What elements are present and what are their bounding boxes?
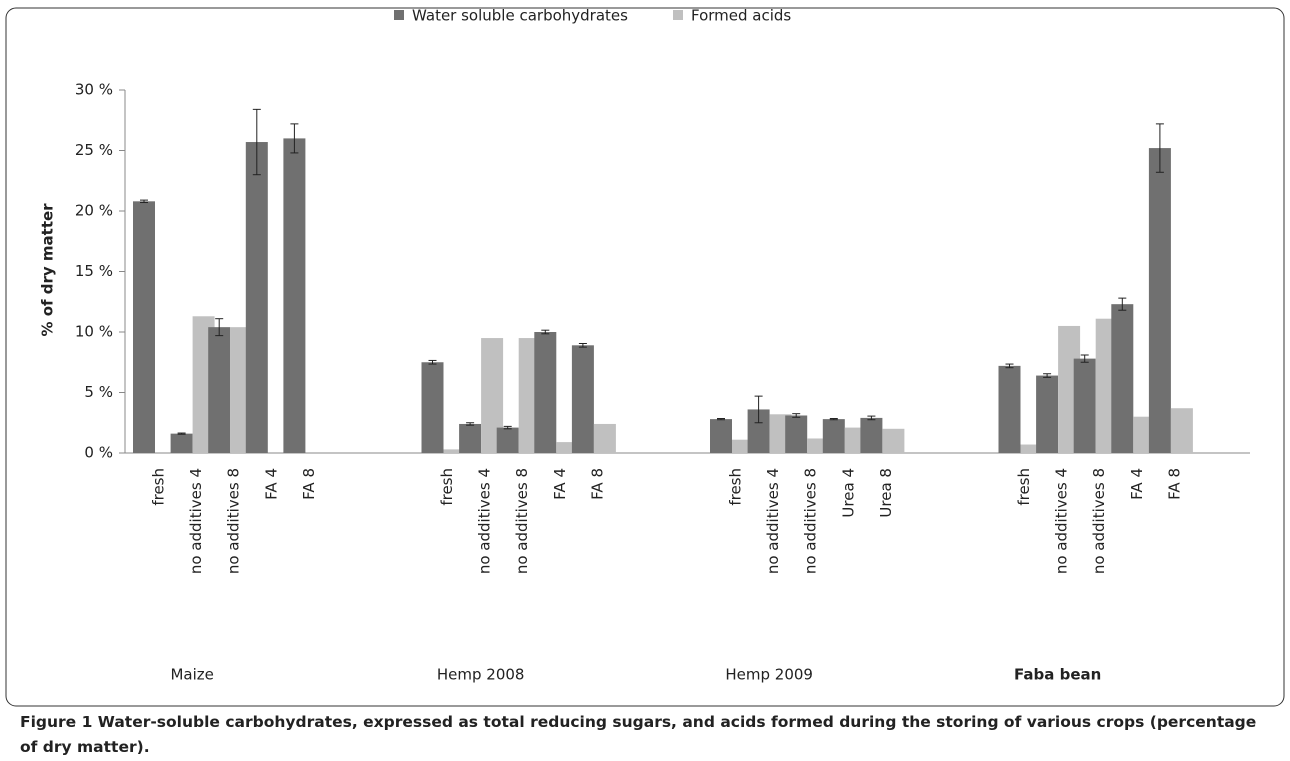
- bar: [534, 332, 557, 453]
- y-tick-label: 10 %: [75, 323, 113, 341]
- group-label: Faba bean: [1014, 666, 1101, 684]
- x-tick-label: FA 8: [588, 468, 606, 500]
- group-label: Maize: [170, 666, 213, 684]
- bar: [208, 327, 231, 453]
- y-tick-label: 0 %: [84, 444, 113, 462]
- x-tick-label: no additives 8: [1090, 468, 1108, 574]
- y-axis-label: % of dry matter: [39, 203, 57, 337]
- bar: [245, 142, 268, 453]
- legend-label: Formed acids: [691, 7, 791, 25]
- x-tick-label: FA 4: [1128, 468, 1146, 500]
- x-tick-label: no additives 8: [225, 468, 243, 574]
- legend-swatch: [673, 10, 683, 20]
- bar: [1170, 408, 1193, 453]
- bar: [481, 338, 504, 453]
- y-tick-label: 25 %: [75, 141, 113, 159]
- legend-label: Water soluble carbohydrates: [412, 7, 628, 25]
- bar: [571, 345, 594, 453]
- x-tick-label: no additives 4: [1053, 468, 1071, 574]
- x-tick-label: no additives 4: [764, 468, 782, 574]
- x-tick-label: Urea 8: [877, 468, 895, 518]
- caption: Figure 1 Water-soluble carbohydrates, ex…: [20, 710, 1270, 760]
- bar: [443, 449, 466, 453]
- caption-label: Figure 1: [20, 713, 93, 731]
- bar: [1020, 444, 1043, 453]
- legend-swatch: [394, 10, 404, 20]
- x-tick-label: fresh: [727, 468, 745, 506]
- bar: [998, 365, 1021, 453]
- bar: [860, 417, 883, 453]
- x-tick-label: fresh: [438, 468, 456, 506]
- y-tick-label: 5 %: [84, 383, 113, 401]
- x-tick-label: no additives 8: [802, 468, 820, 574]
- x-tick-label: no additives 4: [476, 468, 494, 574]
- bar: [133, 201, 155, 453]
- x-tick-label: FA 8: [300, 468, 318, 500]
- bar: [1036, 375, 1059, 453]
- x-tick-label: FA 4: [551, 468, 569, 500]
- bar: [822, 419, 845, 453]
- bar: [747, 409, 770, 453]
- bar: [882, 428, 905, 453]
- bar: [496, 427, 519, 453]
- group-label: Hemp 2009: [725, 666, 813, 684]
- x-tick-label: Urea 4: [839, 468, 857, 518]
- bar: [1111, 304, 1134, 453]
- bar: [283, 138, 306, 453]
- y-tick-label: 15 %: [75, 262, 113, 280]
- y-tick-label: 20 %: [75, 202, 113, 220]
- x-tick-label: FA 4: [262, 468, 280, 500]
- bar: [421, 362, 444, 453]
- bar: [170, 433, 193, 453]
- frame: [5, 7, 1285, 707]
- group-label: Hemp 2008: [437, 666, 525, 684]
- x-tick-label: fresh: [1015, 468, 1033, 506]
- bar: [556, 442, 579, 453]
- bar: [593, 423, 616, 453]
- bar: [459, 423, 482, 453]
- bar: [710, 419, 732, 453]
- bar: [785, 415, 808, 453]
- x-tick-label: fresh: [150, 468, 168, 506]
- bar: [1148, 148, 1171, 453]
- x-tick-label: FA 8: [1165, 468, 1183, 500]
- y-tick-label: 30 %: [75, 81, 113, 99]
- bar: [1073, 358, 1096, 453]
- x-tick-label: no additives 8: [513, 468, 531, 574]
- caption-text: Water-soluble carbohydrates, expressed a…: [20, 713, 1257, 756]
- x-tick-label: no additives 4: [187, 468, 205, 574]
